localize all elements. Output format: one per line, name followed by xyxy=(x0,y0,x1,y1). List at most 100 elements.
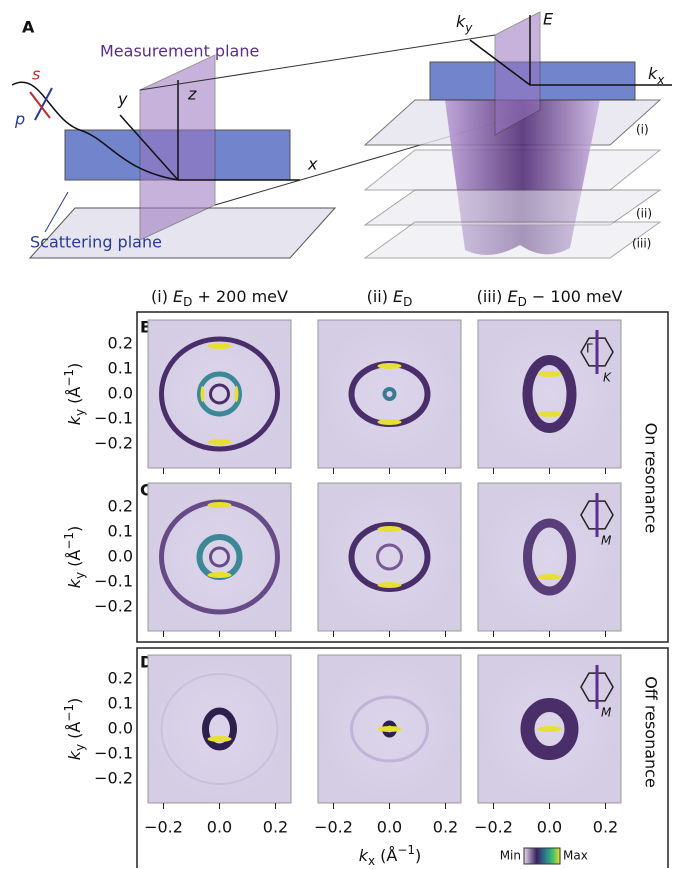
label: z xyxy=(187,85,197,104)
arpes-map xyxy=(147,654,292,804)
panel-label: A xyxy=(22,18,35,37)
text-part: y xyxy=(73,409,87,416)
label: (iii) xyxy=(632,237,651,251)
intensity-max xyxy=(207,736,232,742)
column-header: (i) ED + 200 meV xyxy=(151,287,288,309)
intensity-ring xyxy=(520,698,579,760)
y-tick-label: −0.2 xyxy=(94,434,133,453)
arpes-map xyxy=(147,319,292,469)
text-part: −1 xyxy=(62,704,76,722)
intensity-ring xyxy=(209,546,230,568)
intensity-max xyxy=(207,343,232,349)
intensity-max xyxy=(377,526,402,532)
bz-label: M xyxy=(601,534,612,548)
axis xyxy=(469,39,531,86)
frame xyxy=(136,311,669,643)
intensity-ring xyxy=(348,522,431,592)
pol-p xyxy=(34,87,53,121)
text-part: ) xyxy=(65,526,84,532)
y-tick-label: −0.1 xyxy=(94,409,133,428)
text-part: −1 xyxy=(62,369,76,387)
intensity-max xyxy=(207,502,232,508)
arpes-map xyxy=(317,482,462,632)
intensity-ring xyxy=(376,543,403,571)
intensity-max xyxy=(234,386,239,402)
label: p xyxy=(14,110,25,129)
y-tick-label: 0.1 xyxy=(108,359,133,378)
intensity-ring xyxy=(178,357,261,431)
intensity-ring xyxy=(522,355,577,433)
text-part: (iii) xyxy=(477,287,508,306)
text-part: E xyxy=(173,287,184,306)
side-label: Off resonance xyxy=(642,676,661,788)
text-part: (ii) xyxy=(367,287,393,306)
label: Measurement plane xyxy=(100,42,259,61)
y-tick-label: 0.2 xyxy=(108,497,133,516)
label: kx xyxy=(648,64,665,87)
text-part: + 200 meV xyxy=(192,287,288,306)
x-tick-label: 0.0 xyxy=(537,818,562,837)
text-part: (i) xyxy=(151,287,173,306)
scattering-plane-shape xyxy=(28,207,337,259)
text-part: ) xyxy=(65,698,84,704)
text-part: k xyxy=(65,415,84,425)
y-tick-label: −0.2 xyxy=(94,597,133,616)
x-tick-label: 0.2 xyxy=(263,818,288,837)
axis xyxy=(119,114,179,181)
intensity-max xyxy=(377,419,402,425)
projection-line xyxy=(139,34,496,91)
side-label: On resonance xyxy=(642,423,661,534)
text-part: (Å xyxy=(375,846,397,865)
intensity-max xyxy=(537,726,562,732)
intensity-max xyxy=(537,411,562,417)
text-part: ) xyxy=(65,363,84,369)
cut-plane xyxy=(363,221,662,259)
y-tick-label: −0.1 xyxy=(94,572,133,591)
intensity-ring xyxy=(160,673,279,785)
colorbar xyxy=(523,847,561,865)
x-tick-label: 0.2 xyxy=(433,818,458,837)
bz-label: Γ xyxy=(586,342,593,356)
intensity-max xyxy=(377,582,402,588)
bz-label: M xyxy=(601,706,612,720)
text-part: y xyxy=(73,744,87,751)
x-tick-label: −0.2 xyxy=(314,818,353,837)
x-tick-label: 0.0 xyxy=(377,818,402,837)
text-part: E xyxy=(393,287,404,306)
y-axis-label: ky (Å−1) xyxy=(62,526,87,589)
arpes-map xyxy=(317,319,462,469)
label: (ii) xyxy=(636,207,652,221)
text-part: k xyxy=(65,578,84,588)
intensity-max xyxy=(377,363,402,369)
text-part: (Å xyxy=(65,387,84,409)
text-part: − 100 meV xyxy=(527,287,623,306)
y-tick-label: 0.1 xyxy=(108,694,133,713)
cut-plane xyxy=(363,189,662,226)
x-tick-label: −0.2 xyxy=(144,818,183,837)
pointer xyxy=(44,191,69,233)
arpes-map xyxy=(477,482,622,632)
label: y xyxy=(117,90,128,109)
label: Scattering plane xyxy=(30,233,162,252)
y-tick-label: 0.2 xyxy=(108,334,133,353)
y-tick-label: 0.0 xyxy=(108,719,133,738)
label: x xyxy=(307,155,318,174)
intensity-max xyxy=(537,574,562,580)
intensity-max xyxy=(207,439,232,445)
text-part: (Å xyxy=(65,550,84,572)
measurement-plane-shape xyxy=(494,11,541,136)
x-tick-label: −0.2 xyxy=(474,818,513,837)
bz-hexagon xyxy=(580,500,614,530)
x-tick-label: 0.2 xyxy=(593,818,618,837)
intensity-ring xyxy=(202,707,237,751)
intensity-ring xyxy=(197,371,242,417)
label: ky xyxy=(456,12,473,35)
text-part: E xyxy=(507,287,518,306)
x-axis-label: kx (Å−1) xyxy=(359,843,422,868)
intensity-ring xyxy=(523,518,576,596)
y-tick-label: 0.1 xyxy=(108,522,133,541)
panel-label: C xyxy=(140,481,152,500)
y-tick-label: 0.0 xyxy=(108,384,133,403)
text-part: −1 xyxy=(397,843,415,857)
label: s xyxy=(32,65,40,84)
